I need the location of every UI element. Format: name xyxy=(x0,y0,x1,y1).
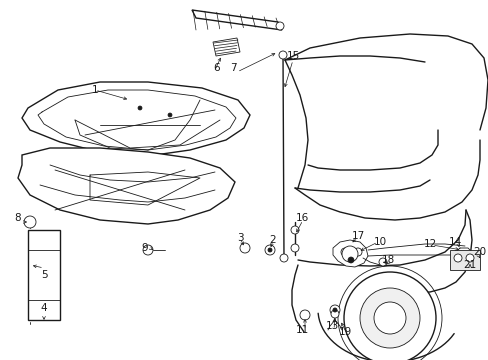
Text: 16: 16 xyxy=(295,213,308,223)
Circle shape xyxy=(465,254,473,262)
Polygon shape xyxy=(192,10,282,30)
Circle shape xyxy=(168,113,172,117)
Polygon shape xyxy=(449,250,479,270)
Circle shape xyxy=(329,305,339,315)
Text: 12: 12 xyxy=(423,239,436,249)
Circle shape xyxy=(332,308,336,312)
Circle shape xyxy=(343,272,435,360)
Text: 21: 21 xyxy=(463,260,476,270)
Text: 15: 15 xyxy=(286,51,299,61)
Polygon shape xyxy=(18,148,235,224)
Text: 9: 9 xyxy=(142,243,148,253)
Circle shape xyxy=(240,243,249,253)
Circle shape xyxy=(341,246,357,262)
Circle shape xyxy=(378,258,386,266)
Text: 2: 2 xyxy=(269,235,276,245)
Circle shape xyxy=(264,245,274,255)
Polygon shape xyxy=(332,240,367,267)
Polygon shape xyxy=(28,230,60,320)
Text: 4: 4 xyxy=(41,303,47,313)
Circle shape xyxy=(340,248,348,256)
Circle shape xyxy=(279,51,286,59)
Text: 18: 18 xyxy=(381,255,394,265)
Text: 7: 7 xyxy=(229,63,236,73)
Circle shape xyxy=(24,216,36,228)
Polygon shape xyxy=(22,82,249,156)
Circle shape xyxy=(373,302,405,334)
Text: 14: 14 xyxy=(447,237,461,247)
Circle shape xyxy=(138,106,142,110)
Text: 11: 11 xyxy=(295,325,308,335)
Text: 20: 20 xyxy=(472,247,486,257)
Circle shape xyxy=(299,310,309,320)
Circle shape xyxy=(330,310,338,318)
Circle shape xyxy=(290,226,298,234)
Text: 13: 13 xyxy=(325,321,338,331)
Circle shape xyxy=(353,248,361,256)
Circle shape xyxy=(453,254,461,262)
Circle shape xyxy=(275,22,284,30)
Circle shape xyxy=(142,245,153,255)
Polygon shape xyxy=(213,38,240,56)
Circle shape xyxy=(267,248,271,252)
Text: 1: 1 xyxy=(92,85,98,95)
Circle shape xyxy=(347,257,353,263)
Text: 10: 10 xyxy=(373,237,386,247)
Circle shape xyxy=(359,288,419,348)
Text: 8: 8 xyxy=(15,213,21,223)
Text: 3: 3 xyxy=(236,233,243,243)
Text: 19: 19 xyxy=(338,327,351,337)
Text: 17: 17 xyxy=(351,231,364,241)
Circle shape xyxy=(280,254,287,262)
Text: 6: 6 xyxy=(213,63,220,73)
Circle shape xyxy=(290,244,298,252)
Text: 5: 5 xyxy=(41,270,47,280)
